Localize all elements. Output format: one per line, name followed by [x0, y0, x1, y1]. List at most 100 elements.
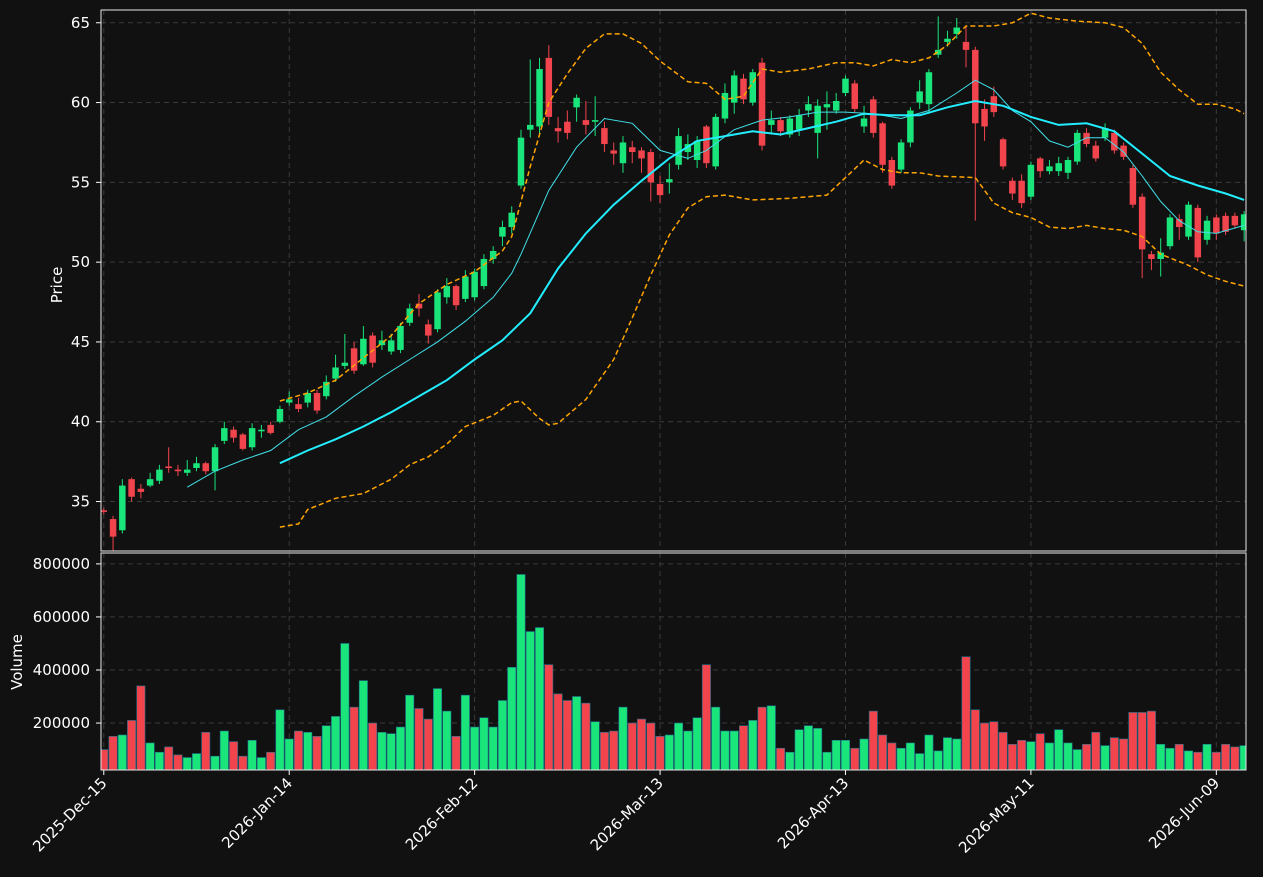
candle-body: [768, 120, 775, 125]
volume-bar: [637, 718, 646, 770]
candle-body: [656, 183, 664, 196]
candle-body: [1157, 252, 1164, 259]
candle-body: [795, 115, 803, 130]
volume-bar: [182, 757, 192, 770]
volume-bar: [998, 732, 1008, 770]
volume-bar: [1082, 743, 1092, 770]
volume-bar: [247, 739, 257, 770]
candle-body: [230, 429, 237, 438]
candle-body: [350, 348, 358, 371]
volume-bar: [377, 732, 387, 770]
candle-body: [1074, 132, 1081, 162]
volume-bar: [896, 747, 906, 770]
candle-body: [972, 49, 979, 124]
candle-body: [934, 49, 942, 55]
candle-body: [888, 160, 896, 186]
y-tick-label: 60: [71, 94, 90, 112]
candle-body: [610, 150, 617, 154]
candle-body: [101, 510, 108, 512]
volume-bar: [590, 721, 600, 770]
candle-body: [1185, 204, 1192, 237]
price-plot: [101, 12, 1246, 551]
volume-bar: [423, 718, 433, 770]
candle-body: [638, 150, 645, 159]
candle-body: [675, 136, 682, 165]
candle-body: [564, 121, 571, 133]
candle-body: [183, 469, 191, 473]
candle-body: [628, 147, 636, 153]
candle-body: [239, 434, 247, 449]
volume-bar: [803, 725, 813, 770]
volume-bar: [516, 574, 526, 770]
candle-body: [805, 104, 812, 111]
candle-body: [582, 120, 590, 125]
candle-body: [517, 137, 525, 186]
volume-bar: [340, 643, 350, 770]
volume-bar: [905, 742, 915, 770]
volume-bar: [1193, 751, 1203, 770]
candle-body: [907, 110, 914, 143]
volume-bar: [303, 732, 313, 770]
candle-body: [554, 128, 562, 132]
candle-body: [1194, 207, 1202, 258]
volume-bar: [683, 730, 693, 770]
volume-axis-label: Volume: [8, 634, 26, 690]
candle-body: [703, 126, 710, 164]
y-tick-label: 800000: [33, 555, 90, 573]
candle-body: [814, 105, 821, 133]
candle-body: [740, 78, 747, 100]
volume-bar: [692, 717, 702, 770]
candle-body: [536, 69, 543, 127]
candle-body: [119, 485, 126, 531]
volume-bar: [1239, 745, 1246, 770]
candle-body: [916, 91, 923, 103]
volume-bar: [1202, 743, 1212, 770]
candle-body: [1027, 164, 1035, 197]
volume-bar: [655, 736, 665, 770]
candle-body: [1231, 215, 1239, 226]
candle-body: [425, 324, 432, 336]
candle-body: [156, 469, 163, 481]
candle-body: [1083, 132, 1090, 145]
volume-bar: [599, 732, 609, 770]
volume-bar: [980, 722, 990, 770]
candle-body: [360, 338, 367, 365]
volume-bar: [952, 738, 962, 770]
volume-bar: [1174, 743, 1184, 770]
volume-bar: [1156, 743, 1166, 770]
candle-body: [452, 286, 460, 306]
volume-bar: [562, 700, 572, 770]
candle-body: [128, 479, 135, 497]
volume-bar: [312, 736, 322, 770]
candle-body: [999, 139, 1007, 167]
candle-body: [749, 72, 757, 103]
volume-bar: [1044, 742, 1054, 770]
candle-body: [1111, 132, 1118, 151]
volume-bar: [358, 680, 368, 770]
candle-body: [962, 41, 970, 50]
volume-bar: [970, 709, 980, 770]
volume-bar: [850, 747, 860, 770]
candle-body: [202, 463, 210, 472]
volume-frame: [100, 552, 1247, 771]
volume-bar: [414, 708, 424, 770]
candle-body: [545, 57, 553, 117]
candle-body: [174, 469, 182, 472]
candle-body: [332, 367, 339, 379]
volume-bar: [711, 706, 721, 770]
volume-bar: [1026, 741, 1036, 770]
candle-body: [1240, 214, 1246, 231]
candle-body: [193, 463, 200, 469]
candle-body: [480, 258, 488, 287]
candle-body: [1129, 167, 1137, 205]
volume-bar: [525, 631, 535, 770]
candle-body: [758, 62, 766, 146]
y-tick-label: 45: [71, 333, 90, 351]
candle-body: [693, 140, 701, 161]
volume-bar: [1109, 737, 1119, 770]
volume-bar: [1072, 749, 1082, 770]
candle-body: [851, 83, 858, 109]
volume-bar: [1230, 746, 1240, 770]
volume-bar: [729, 730, 739, 770]
